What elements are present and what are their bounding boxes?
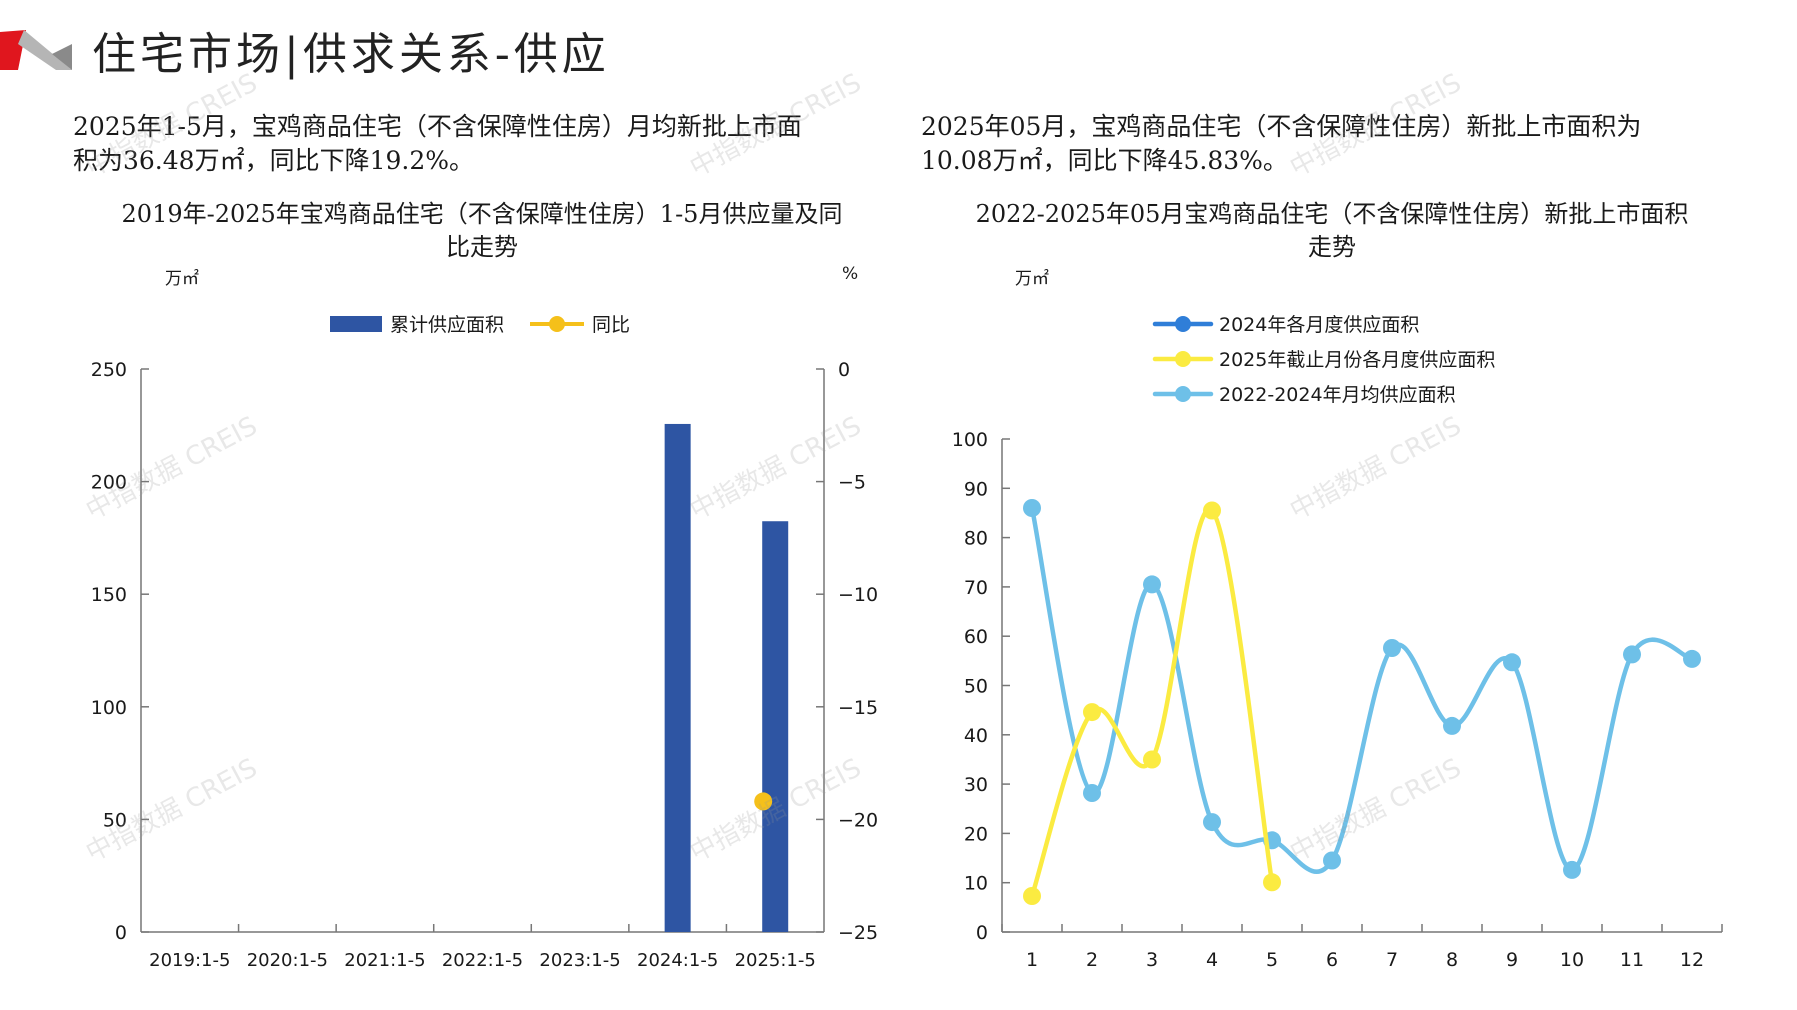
- x-tick-label: 3: [1146, 949, 1158, 971]
- right-chart-title: 2022-2025年05月宝鸡商品住宅（不含保障性住房）新批上市面积 走势: [922, 198, 1742, 264]
- left-y-tick-label: 100: [91, 697, 127, 719]
- right-axis-unit: %: [842, 264, 859, 284]
- right-chart-title-line1: 2022-2025年05月宝鸡商品住宅（不含保障性住房）新批上市面积: [975, 200, 1689, 228]
- x-tick-label: 2019:1-5: [149, 950, 230, 971]
- bar: [664, 423, 691, 932]
- series-point: [1143, 575, 1161, 594]
- x-tick-label: 9: [1506, 949, 1518, 971]
- x-tick-label: 2021:1-5: [344, 950, 425, 971]
- left-y-tick-label: 200: [91, 472, 127, 494]
- y-tick-label: 50: [964, 676, 988, 698]
- legend-label: 2022-2024年月均供应面积: [1219, 384, 1456, 406]
- x-tick-label: 11: [1620, 949, 1644, 971]
- right-y-tick-label: −15: [838, 697, 878, 719]
- y-tick-label: 80: [964, 528, 988, 550]
- left-summary: 2025年1-5月，宝鸡商品住宅（不含保障性住房）月均新批上市面 积为36.48…: [73, 110, 873, 178]
- series-point: [1203, 813, 1221, 832]
- left-summary-line1: 2025年1-5月，宝鸡商品住宅（不含保障性住房）月均新批上市面: [73, 112, 802, 141]
- y-tick-label: 30: [964, 774, 988, 796]
- series-point: [1323, 851, 1341, 870]
- x-tick-label: 10: [1560, 949, 1584, 971]
- y-tick-label: 10: [964, 873, 988, 895]
- x-tick-label: 5: [1266, 949, 1278, 971]
- x-tick-label: 7: [1386, 949, 1398, 971]
- series-point: [1263, 873, 1281, 892]
- legend-label-supply: 累计供应面积: [390, 314, 504, 336]
- right-summary: 2025年05月，宝鸡商品住宅（不含保障性住房）新批上市面积为 10.08万㎡，…: [921, 110, 1761, 178]
- series-point: [1683, 649, 1701, 668]
- y-tick-label: 60: [964, 626, 988, 648]
- y-tick-label: 70: [964, 577, 988, 599]
- x-tick-label: 2: [1086, 949, 1098, 971]
- brand-logo-icon: [0, 30, 72, 70]
- legend-label: 2024年各月度供应面积: [1219, 314, 1419, 336]
- x-tick-label: 2023:1-5: [539, 950, 620, 971]
- right-y-tick-label: −25: [838, 922, 878, 944]
- left-chart-title-line1: 2019年-2025年宝鸡商品住宅（不含保障性住房）1-5月供应量及同: [121, 200, 843, 228]
- left-chart-title: 2019年-2025年宝鸡商品住宅（不含保障性住房）1-5月供应量及同 比走势: [62, 198, 902, 264]
- series-point: [1443, 716, 1461, 735]
- x-tick-label: 2022:1-5: [442, 950, 523, 971]
- right-summary-line2: 10.08万㎡，同比下降45.83%。: [921, 146, 1288, 175]
- x-tick-label: 12: [1680, 949, 1704, 971]
- x-tick-label: 8: [1446, 949, 1458, 971]
- right-y-tick-label: −20: [838, 809, 878, 831]
- y-tick-label: 20: [964, 823, 988, 845]
- series-point: [1023, 887, 1041, 905]
- right-y-tick-label: −10: [838, 584, 878, 606]
- y-tick-label: 0: [976, 922, 988, 944]
- left-y-tick-label: 50: [103, 809, 127, 831]
- right-y-tick-label: −5: [838, 472, 866, 494]
- legend-swatch-marker: [1175, 351, 1191, 367]
- legend-swatch-marker: [549, 316, 565, 332]
- series-point: [1083, 703, 1101, 722]
- yoy-point: [754, 792, 773, 811]
- left-chart-title-line2: 比走势: [446, 233, 518, 261]
- right-chart-title-line2: 走势: [1308, 233, 1356, 261]
- x-tick-label: 2025:1-5: [735, 950, 816, 971]
- x-tick-label: 6: [1326, 949, 1338, 971]
- legend-swatch-marker: [1175, 386, 1191, 402]
- y-tick-label: 100: [952, 429, 988, 451]
- page-header: 住宅市场|供求关系-供应: [0, 0, 1797, 92]
- left-y-tick-label: 150: [91, 584, 127, 606]
- right-y-tick-label: 0: [838, 359, 850, 381]
- legend-swatch-bar: [330, 316, 382, 332]
- legend-label-yoy: 同比: [592, 314, 630, 336]
- x-tick-label: 2024:1-5: [637, 950, 718, 971]
- series-point: [1563, 860, 1581, 879]
- x-tick-label: 1: [1026, 949, 1038, 971]
- left-summary-line2: 积为36.48万㎡，同比下降19.2%。: [73, 146, 474, 175]
- x-tick-label: 2020:1-5: [247, 950, 328, 971]
- bar-chart: 0 50 100 150 200 250 0 −5 −10 −15 −20 −25 2019:1-5 20…: [91, 314, 878, 971]
- bar: [762, 521, 789, 932]
- left-axis-unit: 万㎡: [165, 269, 199, 289]
- series-point: [1203, 501, 1221, 520]
- legend-swatch-marker: [1175, 316, 1191, 332]
- series-line: [1029, 505, 1695, 874]
- series-point: [1503, 653, 1521, 672]
- line-chart-unit: 万㎡: [1015, 269, 1049, 289]
- legend-label: 2025年截止月份各月度供应面积: [1219, 349, 1495, 371]
- series-line: [1029, 507, 1275, 899]
- x-tick-label: 4: [1206, 949, 1218, 971]
- series-point: [1623, 645, 1641, 664]
- right-summary-line1: 2025年05月，宝鸡商品住宅（不含保障性住房）新批上市面积为: [921, 112, 1642, 141]
- series-point: [1023, 499, 1041, 517]
- page-title: 住宅市场|供求关系-供应: [92, 29, 610, 80]
- series-point: [1143, 750, 1161, 769]
- series-point: [1083, 784, 1101, 802]
- series-point: [1383, 639, 1401, 657]
- y-tick-label: 40: [964, 725, 988, 747]
- y-tick-label: 90: [964, 478, 988, 500]
- left-y-tick-label: 250: [91, 359, 127, 381]
- left-y-tick-label: 0: [115, 922, 127, 944]
